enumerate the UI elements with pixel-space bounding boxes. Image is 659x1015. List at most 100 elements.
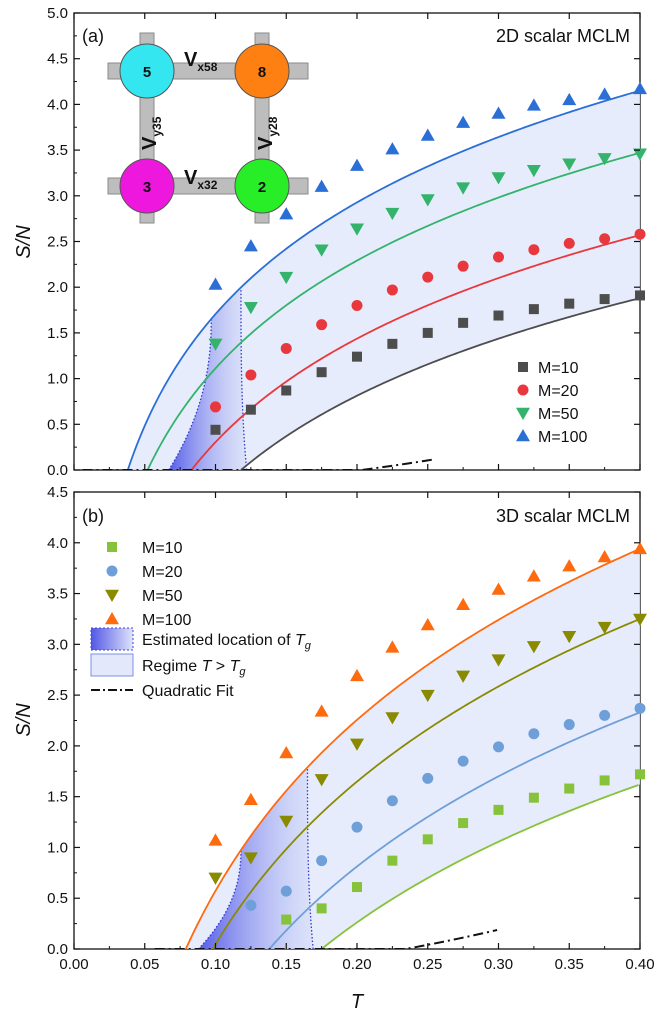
fit-curve-m100 [126, 89, 640, 470]
data-point-m20 [563, 719, 575, 731]
data-point-m100 [279, 207, 294, 220]
y-tick-label: 4.0 [47, 96, 68, 113]
data-point-m50 [208, 338, 223, 351]
node-5: 5 [119, 43, 175, 99]
y-tick-label: 4.5 [47, 51, 68, 68]
data-point-m10 [245, 404, 256, 415]
fit-curve-m10 [321, 784, 639, 949]
data-point-m10 [316, 903, 327, 914]
y-tick-label: 3.5 [47, 142, 68, 159]
legend-tg-text: Estimated location of Tg [142, 632, 312, 652]
data-point-m50 [562, 630, 577, 644]
node-8-label: 8 [258, 64, 266, 81]
tg-right-bound [240, 287, 248, 470]
data-point-m20 [599, 709, 611, 721]
y-tick-label: 0.0 [47, 941, 68, 958]
data-point-m20 [280, 885, 292, 897]
data-point-m10 [210, 424, 221, 435]
data-point-m10 [422, 834, 433, 845]
data-point-m10 [352, 882, 362, 893]
fit-curve-m50 [211, 618, 640, 949]
legend-a-m20: M=20 [538, 383, 579, 400]
y-tick-label: 0.5 [47, 890, 68, 907]
panel-b-label: (b) [82, 506, 104, 526]
data-point-m100 [420, 618, 435, 631]
legend-marker-a-2 [516, 407, 530, 420]
data-point-m100 [597, 87, 612, 100]
data-point-m20 [210, 401, 221, 413]
data-point-m50 [350, 738, 364, 751]
legend-marker-a-3 [516, 429, 530, 442]
data-point-m100 [208, 833, 223, 846]
data-point-m50 [385, 712, 400, 725]
data-point-m10 [528, 304, 539, 315]
legend-b-m50: M=50 [142, 588, 183, 605]
y-tick-label: 1.5 [47, 789, 68, 806]
y-tick-label: 3.0 [47, 188, 68, 205]
x-tick-label: 0.10 [201, 956, 230, 973]
x-tick-label: 0.20 [342, 956, 371, 973]
data-point-m100 [562, 92, 577, 106]
data-point-m100 [385, 640, 400, 653]
panel-b-ylabel: S/N [13, 703, 35, 737]
data-point-m100 [491, 106, 506, 119]
data-point-m20 [634, 228, 646, 240]
node-2: 2 [234, 158, 290, 214]
panel-b-legend-markers [105, 542, 119, 625]
panel-a-legend: M=10 M=20 M=50 M=100 [516, 360, 587, 446]
data-point-m20 [245, 369, 257, 381]
legend-marker-b-1 [106, 565, 118, 577]
fit-curve-m50 [146, 151, 640, 470]
x-tick-label: 0.40 [625, 956, 654, 973]
data-point-m20 [528, 244, 540, 256]
data-point-m50 [385, 207, 400, 221]
x-tick-label: 0.25 [413, 956, 442, 973]
node-8-circle [234, 43, 290, 99]
data-point-m10 [635, 290, 645, 301]
node-3-label: 3 [143, 179, 151, 196]
tg-band [168, 287, 247, 470]
data-point-m100 [385, 142, 400, 155]
y-tick-label: 3.0 [47, 636, 68, 653]
data-point-m50 [243, 852, 258, 865]
data-point-m20 [316, 319, 328, 331]
data-point-m10 [352, 351, 362, 362]
y-tick-label: 1.5 [47, 325, 68, 342]
bond-y28-label: Vy28 [255, 116, 280, 150]
data-point-m20 [280, 342, 292, 354]
inset-lattice: 5 8 3 2 Vx58 Vx32 Vy35 Vy28 [107, 32, 309, 224]
data-point-m20 [457, 755, 469, 767]
data-point-m50 [279, 271, 294, 285]
data-point-m50 [208, 872, 223, 885]
data-point-m10 [458, 818, 469, 829]
data-point-m100 [350, 668, 364, 682]
legend-marker-b-0 [107, 542, 117, 552]
data-point-m20 [316, 855, 328, 867]
data-point-m50 [491, 172, 506, 185]
y-tick-label: 4.5 [47, 484, 68, 501]
data-point-m10 [387, 855, 398, 866]
data-point-m100 [633, 81, 647, 95]
legend-marker-a-0 [518, 362, 528, 372]
data-point-m10 [599, 775, 610, 786]
data-point-m100 [597, 549, 612, 563]
x-tick-label: 0.35 [555, 956, 584, 973]
data-point-m20 [457, 260, 469, 272]
y-tick-label: 2.0 [47, 738, 68, 755]
legend-a-m100: M=100 [538, 429, 587, 446]
panel-a: 0.0 0.5 1.0 1.5 2.0 2.5 3.0 3.5 4.0 4.5 5.0 (a) 2D… [13, 5, 647, 479]
data-point-m10 [564, 298, 575, 309]
y-tick-label: 2.0 [47, 279, 68, 296]
data-point-m10 [422, 327, 433, 338]
data-point-m100 [314, 704, 329, 717]
data-point-m50 [420, 194, 435, 207]
x-tick-label: 0.05 [130, 956, 159, 973]
node-5-label: 5 [143, 64, 151, 81]
data-point-m100 [350, 158, 364, 171]
legend-b-m20: M=20 [142, 564, 183, 581]
x-axis-label: T [351, 991, 365, 1013]
fit-curve-m10 [240, 297, 640, 470]
bond-x58-label: Vx58 [184, 49, 218, 74]
data-point-m20 [493, 741, 504, 753]
y-tick-label: 2.5 [47, 234, 68, 251]
